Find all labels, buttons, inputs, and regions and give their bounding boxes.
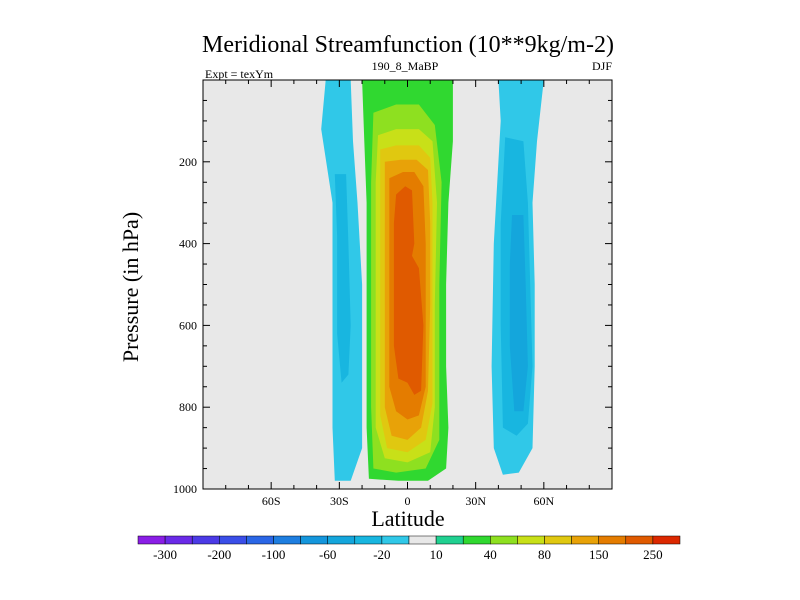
colorbar: -300 -200 -100 -60 -20 10 40 80 150 250: [137, 535, 681, 562]
x-tick-label: 60S: [262, 494, 281, 508]
x-tick-label: 30N: [465, 494, 486, 508]
colorbar-box: [598, 535, 627, 545]
colorbar-box: [625, 535, 654, 545]
colorbar-box: [246, 535, 274, 545]
colorbar-box: [137, 535, 166, 545]
x-tick-label: 0: [405, 494, 411, 508]
colorbar-box: [300, 535, 328, 545]
colorbar-box: [327, 535, 356, 545]
plot-area: [203, 80, 612, 489]
colorbar-box: [462, 535, 491, 545]
colorbar-box: [517, 535, 545, 545]
colorbar-label: 80: [538, 547, 551, 562]
colorbar-box: [435, 535, 464, 545]
colorbar-box: [381, 535, 410, 545]
colorbar-box: [652, 535, 681, 545]
x-tick-label: 60N: [533, 494, 554, 508]
x-axis-label: Latitude: [371, 506, 444, 531]
colorbar-box: [544, 535, 572, 545]
x-tick-label: 30S: [330, 494, 349, 508]
colorbar-label: 250: [643, 547, 663, 562]
colorbar-label: -20: [373, 547, 390, 562]
run-label: 190_8_MaBP: [372, 59, 439, 73]
y-tick-label: 600: [179, 318, 197, 332]
experiment-label: Expt = texYm: [205, 67, 274, 81]
colorbar-box: [408, 535, 437, 545]
colorbar-label: -200: [207, 547, 231, 562]
colorbar-label: -300: [153, 547, 177, 562]
y-tick-label: 1000: [173, 482, 197, 496]
colorbar-box: [354, 535, 383, 545]
colorbar-box: [191, 535, 220, 545]
y-tick-label: 200: [179, 155, 197, 169]
y-tick-label: 800: [179, 400, 197, 414]
colorbar-box: [219, 535, 247, 545]
colorbar-box: [273, 535, 301, 545]
contour-region-4: [509, 215, 528, 412]
colorbar-label: 10: [430, 547, 443, 562]
y-tick-label: 400: [179, 237, 197, 251]
colorbar-label: -100: [262, 547, 286, 562]
contour-region-1: [334, 174, 351, 383]
colorbar-label: -60: [319, 547, 336, 562]
colorbar-box: [571, 535, 599, 545]
y-axis-label: Pressure (in hPa): [118, 212, 143, 362]
chart-title: Meridional Streamfunction (10**9kg/m-2): [202, 32, 614, 58]
axes: 60S 30S 0 30N 60N 200 400 600 800 1000: [173, 79, 613, 508]
contour-region-11: [393, 186, 424, 395]
colorbar-box: [164, 535, 193, 545]
colorbar-label: 150: [589, 547, 609, 562]
season-label: DJF: [592, 59, 612, 73]
colorbar-label: 40: [484, 547, 497, 562]
colorbar-box: [490, 535, 518, 545]
